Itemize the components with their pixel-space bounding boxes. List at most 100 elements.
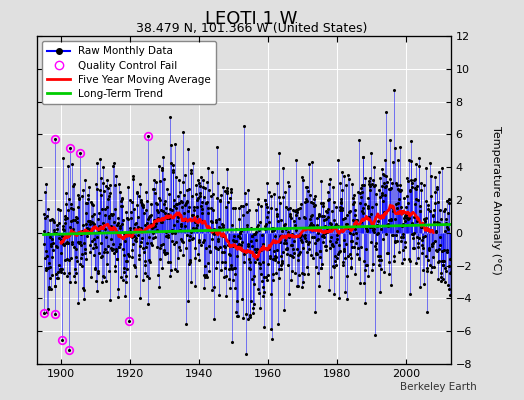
Point (351, 270, 359, 277)
Point (419, 280, 428, 287)
Point (326, 238, 335, 244)
Point (74, 238, 83, 245)
Point (138, 234, 146, 241)
Point (239, 251, 248, 258)
Point (341, 289, 350, 295)
Point (375, 256, 384, 263)
Point (193, 176, 202, 183)
Point (111, 206, 119, 212)
Point (249, 231, 258, 237)
Point (430, 200, 439, 206)
Point (164, 234, 172, 240)
Point (39, 241, 48, 247)
Point (240, 123, 248, 130)
Point (77, 231, 85, 237)
Point (159, 240, 168, 247)
Point (235, 233, 243, 239)
Point (158, 265, 166, 272)
Point (285, 234, 293, 240)
Point (372, 191, 380, 198)
Point (111, 268, 119, 274)
Point (181, 216, 190, 223)
Point (55, 220, 63, 226)
Point (360, 258, 368, 265)
Point (436, 242, 444, 248)
Point (280, 232, 289, 239)
Point (438, 165, 446, 171)
Point (412, 260, 421, 266)
Point (416, 208, 424, 214)
Point (88, 200, 96, 207)
Point (264, 261, 272, 267)
Point (384, 185, 392, 192)
Point (215, 224, 223, 231)
Point (253, 246, 261, 252)
Point (130, 221, 139, 228)
Point (53, 268, 62, 275)
Point (107, 247, 116, 253)
Point (93, 185, 102, 192)
Point (268, 224, 276, 231)
Point (191, 218, 199, 225)
Point (52, 244, 61, 251)
Point (260, 225, 269, 232)
Point (245, 259, 254, 266)
Point (433, 247, 442, 254)
Point (41, 264, 50, 271)
Point (224, 242, 232, 248)
Point (422, 214, 430, 221)
Point (73, 191, 82, 198)
Point (348, 244, 356, 250)
Point (337, 198, 345, 205)
Point (90, 211, 98, 218)
Point (179, 252, 187, 258)
Point (122, 258, 130, 264)
Point (134, 214, 142, 221)
Point (233, 298, 241, 304)
Point (381, 192, 389, 198)
Point (91, 266, 99, 272)
Point (104, 242, 112, 249)
Point (377, 166, 386, 173)
Point (378, 183, 386, 189)
Point (281, 189, 289, 195)
Point (141, 188, 150, 195)
Point (145, 257, 154, 263)
Point (334, 156, 342, 163)
Point (173, 218, 181, 224)
Point (369, 229, 378, 235)
Point (54, 262, 63, 269)
Point (310, 202, 319, 208)
Point (359, 154, 368, 160)
Point (325, 287, 333, 294)
Point (196, 203, 205, 209)
Point (255, 265, 264, 271)
Point (291, 221, 299, 228)
Point (322, 246, 331, 253)
Point (213, 259, 222, 265)
Point (205, 243, 213, 249)
Point (277, 266, 285, 272)
Point (411, 184, 419, 191)
Point (238, 202, 247, 209)
Point (83, 233, 91, 240)
Point (275, 266, 283, 272)
Point (401, 239, 410, 246)
Point (305, 222, 314, 228)
Point (417, 180, 425, 186)
Point (106, 236, 115, 242)
Point (138, 201, 146, 207)
Point (278, 258, 287, 264)
Point (186, 257, 194, 263)
Point (172, 205, 181, 212)
Point (232, 309, 240, 315)
Point (239, 212, 247, 218)
Point (297, 237, 305, 243)
Point (94, 216, 102, 223)
Point (132, 220, 140, 226)
Point (347, 264, 355, 270)
Point (203, 199, 211, 205)
Point (316, 200, 325, 206)
Point (418, 242, 426, 248)
Point (322, 208, 330, 214)
